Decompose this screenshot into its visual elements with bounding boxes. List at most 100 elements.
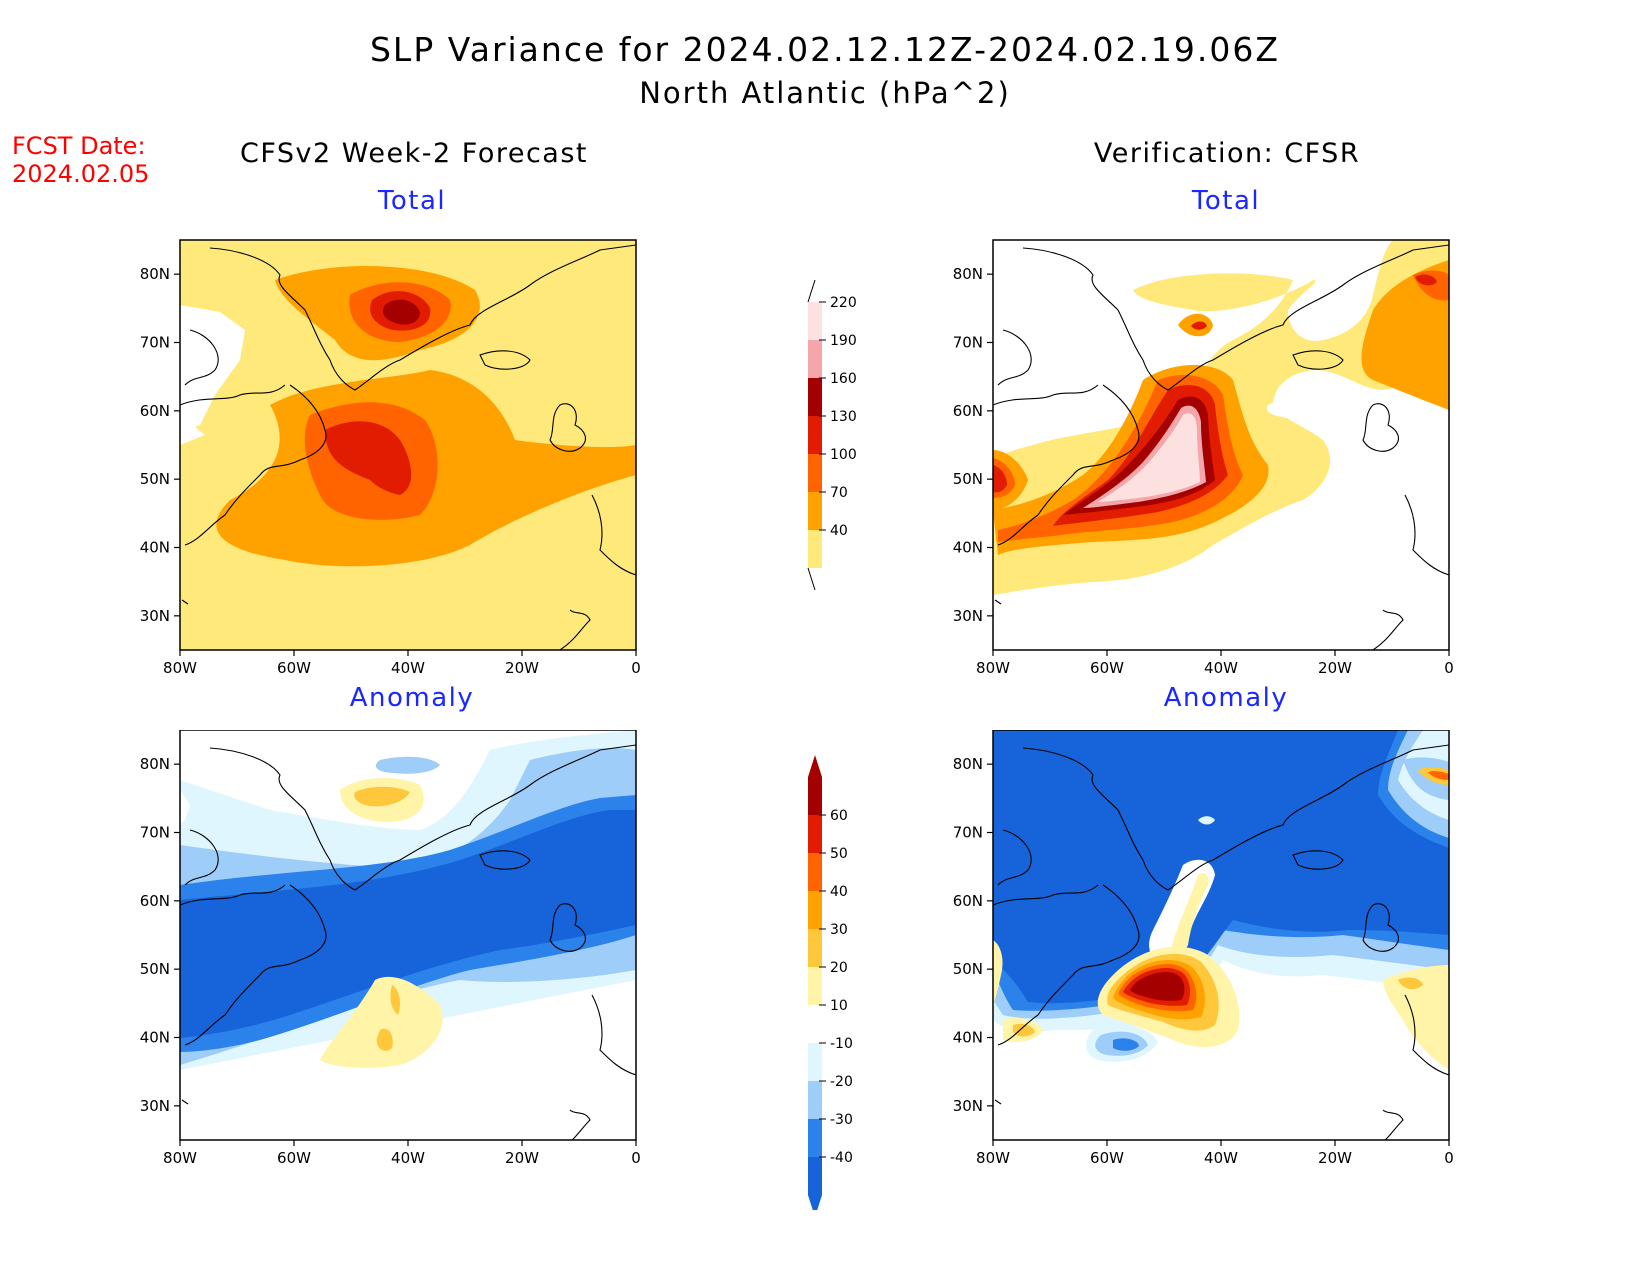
verif-total-title: Total <box>1191 186 1261 216</box>
colorbar-label: -30 <box>830 1112 853 1128</box>
verif-total-axes: 80N 70N 60N 50N 40N 30N 80W 60W 40W 20W 0 <box>953 265 1454 677</box>
fcst-date-value: 2024.02.05 <box>12 160 150 188</box>
lat-tick-label: 80N <box>140 755 170 773</box>
fcst-anomaly-contours <box>180 730 636 1140</box>
lat-tick-label: 80N <box>953 755 983 773</box>
fcst-anomaly-axes: 80N 70N 60N 50N 40N 30N 80W 60W 40W 20W 0 <box>140 755 641 1167</box>
colorbar-label: 220 <box>830 295 857 311</box>
lon-tick-label: 0 <box>1444 659 1454 677</box>
lat-tick-label: 30N <box>140 607 170 625</box>
fcst-total-contours <box>180 240 636 650</box>
lat-tick-label: 30N <box>953 1097 983 1115</box>
fcst-date-label: FCST Date: <box>12 132 146 160</box>
colorbar-swatch <box>808 815 822 853</box>
lat-tick-label: 40N <box>140 539 170 557</box>
colorbar-swatch <box>808 1119 822 1157</box>
colorbar-label: -20 <box>830 1074 853 1090</box>
colorbar-swatch <box>808 1005 822 1043</box>
colorbar-label: 40 <box>830 523 848 539</box>
lat-tick-label: 60N <box>953 892 983 910</box>
anomaly-colorbar: -40 -30 -20 -10 10 20 30 40 50 60 <box>808 755 853 1210</box>
colorbar-swatch <box>808 1157 822 1195</box>
colorbar-label: 10 <box>830 998 848 1014</box>
verif-anomaly-coastlines <box>993 744 1449 1140</box>
fcst-total-map: 80N 70N 60N 50N 40N 30N 80W 60W 40W 20W 0 <box>140 239 641 677</box>
lat-tick-label: 30N <box>140 1097 170 1115</box>
lat-tick-label: 50N <box>140 470 170 488</box>
fcst-total-axes: 80N 70N 60N 50N 40N 30N 80W 60W 40W 20W 0 <box>140 265 641 677</box>
fcst-total-coastlines <box>180 244 636 650</box>
lat-tick-label: 80N <box>953 265 983 283</box>
colorbar-bottom-extension <box>808 1195 822 1210</box>
lon-tick-label: 40W <box>1204 1149 1238 1167</box>
lat-tick-label: 70N <box>140 334 170 352</box>
colorbar-label: 190 <box>830 333 857 349</box>
colorbar-swatch <box>808 1043 822 1081</box>
lon-tick-label: 0 <box>1444 1149 1454 1167</box>
lon-tick-label: 20W <box>1318 659 1352 677</box>
verif-anomaly-contours <box>993 730 1449 1140</box>
fcst-anomaly-coastlines <box>180 744 636 1140</box>
colorbar-label: 30 <box>830 922 848 938</box>
main-title: SLP Variance for 2024.02.12.12Z-2024.02.… <box>369 30 1281 69</box>
colorbar-swatch <box>808 530 822 568</box>
colorbar-swatch <box>808 454 822 492</box>
colorbar-top-extension <box>808 755 822 777</box>
lon-tick-label: 20W <box>505 1149 539 1167</box>
left-column-title: CFSv2 Week-2 Forecast <box>239 138 588 169</box>
colorbar-swatch <box>808 929 822 967</box>
verif-anomaly-axes: 80N 70N 60N 50N 40N 30N 80W 60W 40W 20W 0 <box>953 755 1454 1167</box>
colorbar-label: 60 <box>830 808 848 824</box>
lon-tick-label: 80W <box>976 1149 1010 1167</box>
total-colorbar: 40 70 100 130 160 190 220 <box>807 280 857 591</box>
verif-total-coastlines <box>993 244 1449 650</box>
colorbar-swatch <box>808 777 822 815</box>
fcst-anomaly-title: Anomaly <box>349 683 475 713</box>
colorbar-swatch <box>808 891 822 929</box>
lat-tick-label: 50N <box>953 960 983 978</box>
colorbar-swatch <box>808 302 822 340</box>
colorbar-label: 50 <box>830 846 848 862</box>
lat-tick-label: 80N <box>140 265 170 283</box>
colorbar-swatch <box>808 378 822 416</box>
lat-tick-label: 60N <box>953 402 983 420</box>
fcst-total-title: Total <box>377 186 447 216</box>
lat-tick-label: 60N <box>140 402 170 420</box>
fcst-anomaly-map: 80N 70N 60N 50N 40N 30N 80W 60W 40W 20W 0 <box>140 730 641 1167</box>
lat-tick-label: 40N <box>140 1029 170 1047</box>
lon-tick-label: 20W <box>1318 1149 1352 1167</box>
verif-total-map: 80N 70N 60N 50N 40N 30N 80W 60W 40W 20W 0 <box>953 239 1454 677</box>
lon-tick-label: 0 <box>631 1149 641 1167</box>
verif-total-contours <box>993 240 1449 650</box>
lon-tick-label: 80W <box>163 659 197 677</box>
colorbar-label: 100 <box>830 447 857 463</box>
colorbar-swatch <box>808 853 822 891</box>
colorbar-label: 130 <box>830 409 857 425</box>
colorbar-swatch <box>808 340 822 378</box>
colorbar-label: 20 <box>830 960 848 976</box>
colorbar-label: 160 <box>830 371 857 387</box>
lat-tick-label: 70N <box>140 824 170 842</box>
lon-tick-label: 80W <box>976 659 1010 677</box>
lon-tick-label: 40W <box>391 1149 425 1167</box>
lat-tick-label: 40N <box>953 1029 983 1047</box>
lat-tick-label: 40N <box>953 539 983 557</box>
colorbar-label: -10 <box>830 1036 853 1052</box>
lat-tick-label: 70N <box>953 334 983 352</box>
colorbar-label: 40 <box>830 884 848 900</box>
lat-tick-label: 50N <box>140 960 170 978</box>
colorbar-swatch <box>808 1081 822 1119</box>
right-column-title: Verification: CFSR <box>1093 138 1361 169</box>
lat-tick-label: 70N <box>953 824 983 842</box>
lon-tick-label: 60W <box>277 659 311 677</box>
verif-anomaly-map: 80N 70N 60N 50N 40N 30N 80W 60W 40W 20W 0 <box>953 730 1454 1167</box>
lon-tick-label: 20W <box>505 659 539 677</box>
lat-tick-label: 60N <box>140 892 170 910</box>
lon-tick-label: 40W <box>391 659 425 677</box>
colorbar-swatch <box>808 492 822 530</box>
colorbar-label: 70 <box>830 485 848 501</box>
lon-tick-label: 60W <box>1090 1149 1124 1167</box>
colorbar-label: -40 <box>830 1150 853 1166</box>
lon-tick-label: 40W <box>1204 659 1238 677</box>
lat-tick-label: 30N <box>953 607 983 625</box>
